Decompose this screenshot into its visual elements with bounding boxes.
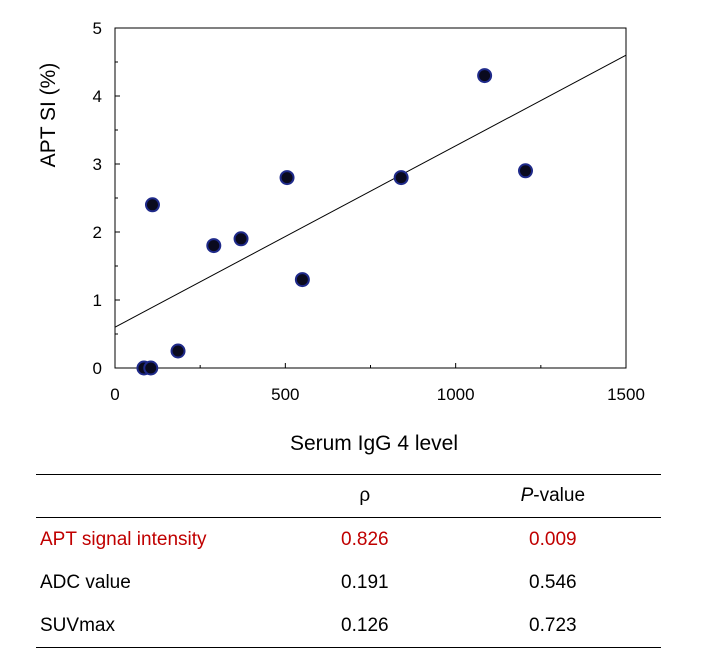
y-tick-label: 5 [93,19,102,38]
data-points [136,68,534,376]
data-point [233,231,249,247]
trendline-group [114,54,627,328]
trendline [114,54,627,328]
x-tick-label: 0 [110,385,119,404]
header-p-italic: P [520,485,534,506]
header-p-rest: -value [533,485,586,506]
header-rho: ρ [285,474,445,518]
tick-labels: 0 1 2 3 4 5 0 500 1000 1500 [93,19,645,404]
row-label: APT signal intensity [40,528,207,550]
row-label: ADC value [40,571,131,593]
y-tick-label: 2 [93,223,102,242]
correlation-table: ρ P-value APT signal intensity 0.826 0.0… [36,474,661,648]
row-rho: 0.126 [285,604,445,648]
y-axis-title: APT SI (%) [37,63,60,168]
data-point [206,238,222,254]
data-point [477,68,493,84]
table-row: ADC value 0.191 0.546 [36,561,661,604]
plot-area [114,27,627,369]
y-tick-label: 4 [93,87,102,106]
row-p: 0.723 [444,604,661,648]
x-tick-label: 500 [271,385,299,404]
data-point [393,170,409,186]
row-rho: 0.191 [341,571,389,593]
y-tick-label: 3 [93,155,102,174]
x-tick-label: 1000 [437,385,475,404]
x-tick-label: 1500 [607,385,645,404]
row-p: 0.546 [529,571,577,593]
row-p: 0.009 [529,528,577,550]
y-tick-label: 0 [93,359,102,378]
table-row: APT signal intensity 0.826 0.009 [36,518,661,562]
row-rho: 0.826 [341,528,389,550]
axis-ticks [114,27,627,369]
header-label [36,474,285,518]
data-point [144,197,160,213]
x-axis-title: Serum IgG 4 level [290,432,458,455]
data-point [170,343,186,359]
row-label: SUVmax [36,604,285,648]
y-tick-label: 1 [93,291,102,310]
table-row: SUVmax 0.126 0.723 [36,604,661,648]
scatter-chart: 0 1 2 3 4 5 0 500 1000 1500 Serum IgG 4 level APT… [37,19,645,455]
header-p-value: P-value [444,474,661,518]
plot-frame [114,27,627,369]
data-point [518,163,534,179]
table-header-row: ρ P-value [36,474,661,518]
data-point [143,360,159,376]
data-point [279,170,295,186]
data-point [294,272,310,288]
